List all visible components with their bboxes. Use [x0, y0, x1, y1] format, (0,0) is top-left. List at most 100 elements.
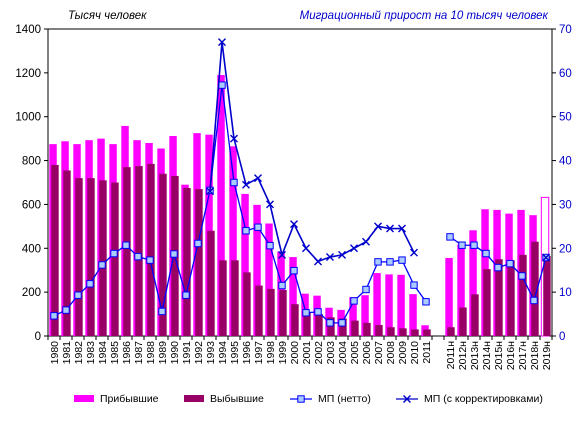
x-tick-label: 2002 — [313, 341, 325, 365]
x-tick-label: 2016н — [505, 341, 517, 370]
x-tick-label: 2008 — [385, 341, 397, 365]
series-line — [209, 42, 415, 263]
square-marker — [398, 256, 406, 264]
square-marker — [98, 261, 106, 269]
square-marker — [230, 178, 238, 187]
left-axis-title: Тысяч человек — [68, 10, 147, 22]
x-tick-label: 2014н — [481, 341, 493, 370]
bar — [543, 255, 551, 336]
x-marker-stroke — [338, 250, 346, 259]
legend-item-1: Выбывшие — [184, 393, 264, 405]
x-tick-label: 1990 — [169, 341, 181, 365]
square-marker — [482, 249, 490, 258]
x-tick-label: 2017н — [517, 341, 529, 370]
x-marker — [350, 244, 358, 253]
legend-item-3: МП (с корректировками) — [396, 393, 543, 405]
legend-square-marker — [297, 395, 305, 403]
x-marker-stroke — [218, 38, 226, 47]
bar — [507, 260, 515, 336]
left-axis-tick-label: 200 — [22, 287, 41, 299]
x-tick-label: 2006 — [361, 341, 373, 365]
bar — [51, 164, 59, 336]
square-marker — [314, 308, 322, 316]
legend: Прибывшие Выбывшие МП (нетто) МП (с коррект… — [74, 393, 543, 405]
x-tick-label: 1992 — [193, 341, 205, 365]
bar — [291, 304, 299, 336]
bar — [327, 317, 335, 336]
bar — [361, 295, 369, 336]
x-marker — [278, 250, 286, 259]
x-tick-label: 2012н — [457, 341, 469, 370]
square-marker — [194, 239, 202, 248]
square-marker — [134, 252, 142, 261]
x-tick-label: 2011н — [445, 341, 457, 370]
bar — [219, 260, 227, 336]
bar — [411, 329, 419, 336]
bar — [267, 288, 275, 336]
bar — [447, 327, 455, 336]
square-marker — [50, 312, 58, 320]
bar — [363, 322, 371, 336]
left-axis-tick-label: 1400 — [15, 24, 41, 36]
x-marker-stroke — [398, 224, 406, 233]
x-marker — [242, 180, 250, 189]
x-marker — [374, 222, 382, 231]
x-marker — [302, 244, 310, 253]
square-marker — [338, 319, 346, 327]
bar — [289, 257, 297, 336]
x-tick-label: 2007 — [373, 341, 385, 365]
left-axis-tick-label: 0 — [35, 331, 41, 343]
legend-swatch — [184, 395, 204, 402]
x-tick-label: 2011 — [421, 341, 433, 364]
bar — [231, 260, 239, 336]
square-marker — [422, 298, 430, 306]
bar — [387, 327, 395, 336]
right-axis-tick-label: 10 — [559, 287, 572, 299]
x-tick-label: 1981 — [61, 341, 73, 365]
x-marker-stroke — [290, 220, 298, 229]
bar — [183, 187, 191, 336]
plot-area: 0 200 400 600 800 1000 1200 1400 0 10 20 30 40 50 60 70… — [15, 24, 571, 370]
square-marker — [362, 285, 370, 294]
square-marker — [326, 319, 334, 327]
bar — [531, 241, 539, 336]
bar — [495, 259, 503, 336]
left-axis-tick-label: 800 — [22, 156, 41, 168]
legend-item-2: МП (нетто) — [290, 393, 371, 405]
x-marker — [290, 220, 298, 229]
right-axis-tick-label: 0 — [559, 331, 565, 343]
bar — [159, 173, 167, 336]
square-marker — [242, 227, 250, 235]
x-marker — [398, 224, 406, 233]
bar — [265, 223, 273, 336]
legend-swatch — [74, 395, 94, 402]
x-tick-label: 1987 — [133, 341, 145, 365]
x-tick-label: 2000 — [289, 341, 301, 365]
x-tick-label: 2015н — [493, 341, 505, 370]
bar — [147, 163, 155, 336]
x-marker-stroke — [302, 244, 310, 253]
square-marker — [110, 249, 118, 258]
x-marker — [542, 253, 550, 262]
x-tick-label: 2019н — [541, 341, 553, 370]
x-tick-label: 1984 — [97, 341, 109, 365]
x-marker — [386, 224, 394, 233]
line-series-1 — [206, 38, 550, 266]
square-marker — [62, 306, 70, 314]
x-tick-label: 2004 — [337, 341, 349, 365]
bar — [195, 189, 203, 336]
x-tick-label: 1994 — [217, 341, 229, 365]
x-tick-label: 1998 — [265, 341, 277, 365]
bar — [339, 318, 347, 336]
x-marker-stroke — [314, 257, 322, 266]
bar — [375, 325, 383, 336]
bar — [217, 75, 225, 337]
x-tick-label: 2010 — [409, 341, 421, 365]
bar — [471, 294, 479, 336]
square-marker — [86, 280, 94, 288]
bar — [483, 269, 491, 336]
legend-label: Прибывшие — [100, 393, 159, 405]
square-marker — [122, 241, 130, 249]
x-marker-stroke — [350, 244, 358, 253]
bar-series-1 — [51, 163, 551, 336]
